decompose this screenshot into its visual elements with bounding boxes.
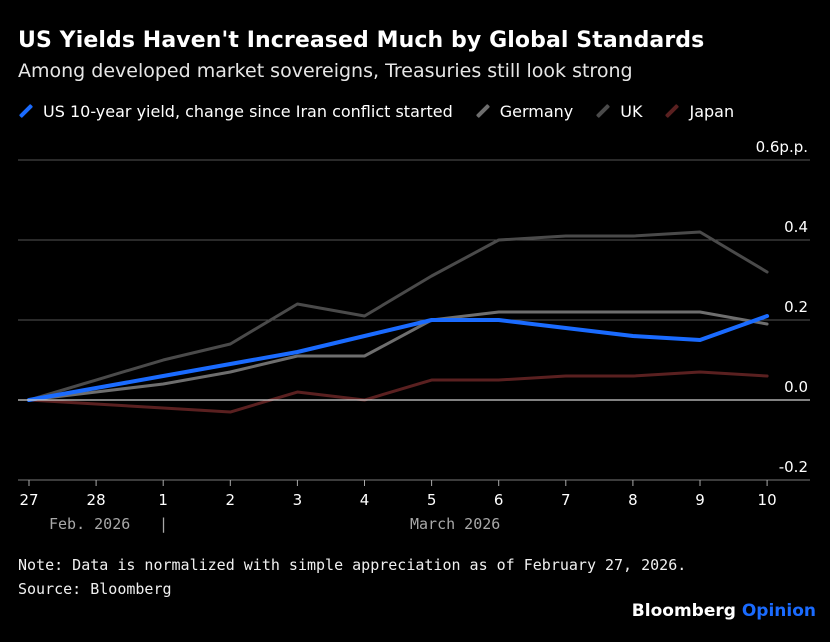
x-tick-label: 10 — [758, 491, 777, 509]
legend-item-uk: UK — [595, 102, 642, 121]
chart-note: Note: Data is normalized with simple app… — [18, 556, 687, 574]
y-tick-label: 0.2 — [784, 298, 808, 316]
chart-title: US Yields Haven't Increased Much by Glob… — [18, 28, 705, 53]
series-line-japan — [27, 370, 769, 414]
line-chart: 0.6p.p. 0.4 0.2 0.0 -0.2 27 28 1 2 3 4 5 6 7 8 9 10 Feb. … — [18, 138, 810, 533]
brand-main: Bloomberg — [631, 601, 736, 621]
series-line-us — [27, 314, 770, 402]
legend-label-japan: Japan — [689, 101, 735, 121]
chart-subtitle: Among developed market sovereigns, Treas… — [18, 60, 633, 82]
series-line-germany — [27, 310, 769, 402]
legend-item-germany: Germany — [475, 101, 574, 121]
chart-legend: US 10-year yield, change since Iran conf… — [18, 100, 756, 122]
y-tick-label: 0.4 — [784, 218, 808, 236]
legend-label-germany: Germany — [499, 101, 574, 121]
y-tick-label: 0.0 — [784, 378, 808, 396]
x-group-label-feb: Feb. 2026 — [49, 515, 130, 533]
y-tick-label: 0.6p.p. — [756, 138, 808, 156]
x-group-label-march: March 2026 — [410, 515, 500, 533]
x-tick-label: 8 — [628, 491, 638, 509]
x-tick-label: 7 — [561, 491, 571, 509]
bloomberg-opinion-logo: Bloomberg Opinion — [632, 601, 816, 621]
legend-item-us: US 10-year yield, change since Iran conf… — [18, 102, 453, 121]
x-group-separator: | — [159, 515, 168, 533]
x-tick-label: 27 — [19, 491, 38, 509]
x-tick-label: 28 — [87, 491, 106, 509]
y-tick-label: -0.2 — [779, 458, 808, 476]
x-tick-label: 5 — [427, 491, 437, 509]
brand-accent: Opinion — [741, 601, 816, 621]
chart-source: Source: Bloomberg — [18, 580, 172, 598]
series-line-uk — [27, 230, 769, 402]
x-tick-label: 1 — [158, 491, 168, 509]
legend-item-japan: Japan — [664, 102, 734, 121]
x-tick-label: 6 — [494, 491, 504, 509]
x-tick-label: 2 — [226, 491, 236, 509]
x-tick-label: 4 — [360, 491, 370, 509]
legend-label-uk: UK — [620, 101, 643, 121]
legend-label-us: US 10-year yield, change since Iran conf… — [43, 101, 453, 121]
x-tick-label: 9 — [695, 491, 705, 509]
x-tick-label: 3 — [293, 491, 303, 509]
